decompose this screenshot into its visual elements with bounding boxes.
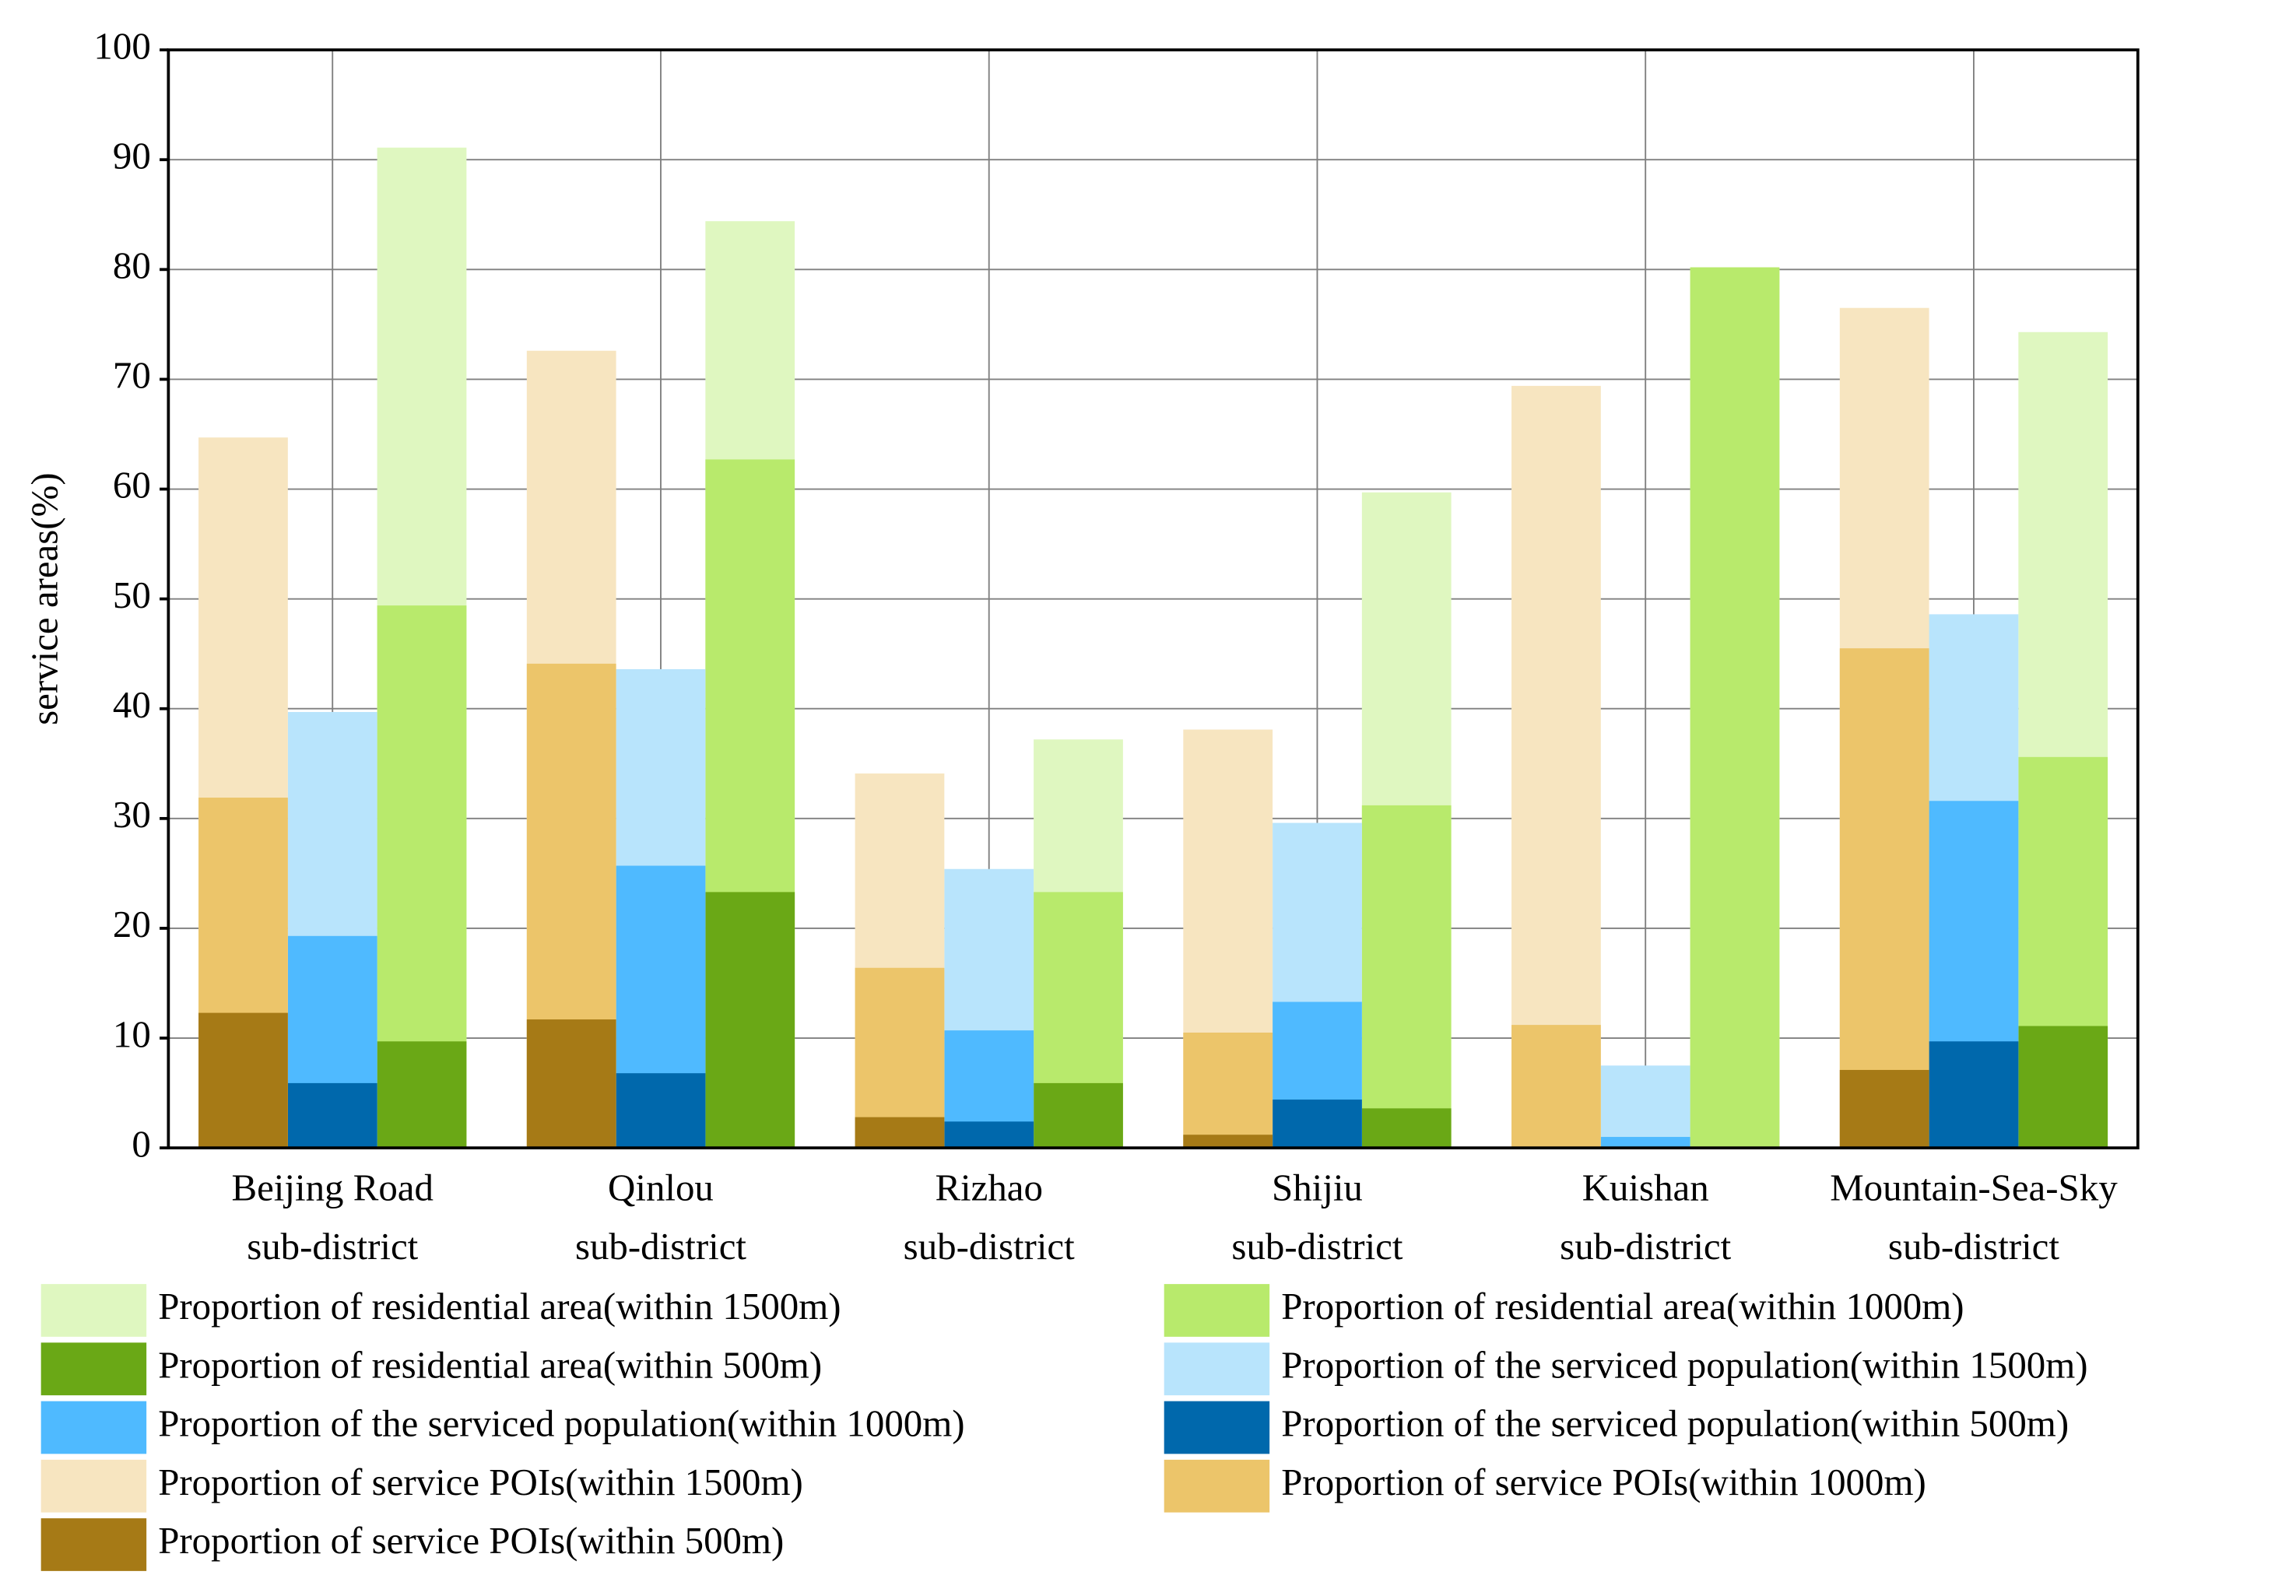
y-tick-label: 10 <box>113 1012 151 1055</box>
legend-swatch <box>1164 1459 1270 1513</box>
y-tick-label: 60 <box>113 464 151 507</box>
bar <box>1839 1069 1929 1149</box>
y-tick-label: 90 <box>113 134 151 177</box>
x-tick-label: Shijiu sub-district <box>1231 1166 1403 1268</box>
bar <box>1511 1025 1601 1149</box>
legend-swatch <box>40 1342 147 1396</box>
legend-label: Proportion of service POIs(within 500m) <box>158 1519 784 1562</box>
x-tick-label: Mountain-Sea-Sky sub-district <box>1830 1166 2118 1268</box>
x-tick-label-line: Beijing Road <box>231 1166 433 1209</box>
legend-label: Proportion of service POIs(within 1500m) <box>158 1461 803 1503</box>
bar <box>705 892 795 1149</box>
x-tick-label: Kuishan sub-district <box>1560 1166 1731 1268</box>
bar <box>1600 1065 1690 1149</box>
legend-swatch <box>40 1284 147 1337</box>
bar <box>1183 1032 1273 1149</box>
x-tick-label-line: Shijiu <box>1272 1166 1363 1209</box>
legend-label: Proportion of service POIs(within 1000m) <box>1281 1461 1926 1503</box>
x-tick-label-line: sub-district <box>247 1225 418 1268</box>
bar <box>616 1073 706 1149</box>
y-tick-label: 80 <box>113 244 151 287</box>
y-tick-label: 0 <box>132 1122 150 1165</box>
y-tick-label: 30 <box>113 793 151 836</box>
legend-swatch <box>1164 1284 1270 1337</box>
y-tick-label: 50 <box>113 574 151 616</box>
bar <box>526 1019 616 1149</box>
bar <box>1361 805 1452 1149</box>
legend-swatch <box>1164 1342 1270 1396</box>
legend-label: Proportion of the serviced population(wi… <box>158 1402 964 1445</box>
bar <box>377 1041 467 1149</box>
x-tick-label: Qinlou sub-district <box>575 1166 746 1268</box>
bar <box>1600 1137 1690 1149</box>
bar <box>855 1117 945 1149</box>
legend-label: Proportion of the serviced population(wi… <box>1281 1343 2087 1386</box>
y-tick-label: 100 <box>93 24 150 67</box>
x-tick-label-line: sub-district <box>904 1225 1075 1268</box>
plot-frame <box>167 48 2140 1150</box>
y-tick-label: 40 <box>113 683 151 726</box>
y-axis-label: service areas(%) <box>23 472 65 724</box>
legend-label: Proportion of the serviced population(wi… <box>1281 1402 2069 1445</box>
bar <box>2018 1026 2108 1149</box>
legend-label: Proportion of residential area(within 15… <box>158 1285 841 1328</box>
bar <box>1361 1108 1452 1149</box>
bar <box>1690 267 1780 1149</box>
bar <box>1273 1100 1362 1149</box>
legend-label: Proportion of residential area(within 10… <box>1281 1285 1964 1328</box>
legend-swatch <box>40 1459 147 1513</box>
x-tick-label-line: Qinlou <box>608 1166 714 1209</box>
x-tick-label-line: Kuishan <box>1582 1166 1709 1209</box>
legend-swatch <box>40 1518 147 1571</box>
x-tick-label-line: Mountain-Sea-Sky <box>1830 1166 2118 1209</box>
bar <box>944 1121 1034 1149</box>
legend-swatch <box>1164 1401 1270 1454</box>
bar <box>1183 1135 1273 1149</box>
bar <box>287 1082 377 1149</box>
x-tick-label-line: sub-district <box>1888 1225 2059 1268</box>
x-tick-label-line: Rizhao <box>935 1166 1043 1209</box>
x-tick-label-line: sub-district <box>575 1225 746 1268</box>
x-tick-label-line: sub-district <box>1560 1225 1731 1268</box>
y-tick-label: 70 <box>113 354 151 397</box>
legend-swatch <box>40 1401 147 1454</box>
x-tick-label: Beijing Road sub-district <box>231 1166 433 1268</box>
bar <box>198 1012 288 1149</box>
x-tick-label-line: sub-district <box>1231 1225 1403 1268</box>
bar <box>1929 1041 2019 1149</box>
bar <box>1034 1082 1123 1149</box>
y-tick-label: 20 <box>113 903 151 945</box>
legend-label: Proportion of residential area(within 50… <box>158 1343 822 1386</box>
bar <box>1839 648 1929 1149</box>
x-tick-label: Rizhao sub-district <box>904 1166 1075 1268</box>
bar <box>1511 385 1601 1149</box>
